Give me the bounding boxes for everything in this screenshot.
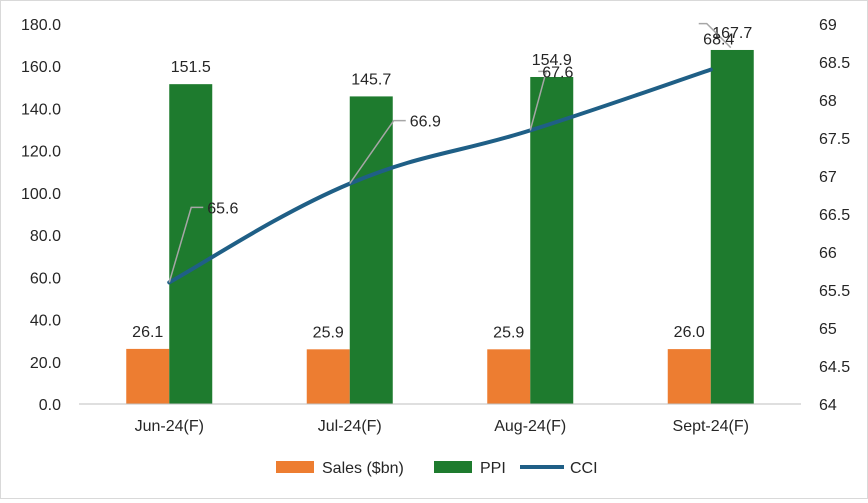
- leader-line: [168, 206, 204, 283]
- right-tick-label: 66: [819, 245, 837, 262]
- line-data-label: 66.9: [410, 114, 441, 131]
- line-series: [167, 67, 713, 285]
- line-data-label: 68.4: [703, 32, 734, 49]
- x-tick-label: Sept-24(F): [673, 418, 749, 435]
- right-tick-label: 68: [819, 93, 837, 110]
- bar-sales: [667, 349, 711, 404]
- x-axis: Jun-24(F) Jul-24(F) Aug-24(F) Sept-24(F): [79, 403, 801, 435]
- bar-data-label: 26.0: [674, 324, 705, 341]
- line-data-label: 67.6: [542, 64, 573, 81]
- bar-sales: [126, 348, 170, 404]
- line-data-label: 65.6: [207, 200, 238, 217]
- left-axis: 0.0 20.0 40.0 60.0 80.0 100.0 120.0 140.0 160.0 1…: [21, 17, 61, 414]
- left-tick-label: 40.0: [30, 313, 61, 330]
- legend-swatch: [434, 461, 472, 473]
- right-tick-label: 68.5: [819, 55, 850, 72]
- cci-line: [167, 67, 713, 285]
- bar-data-label: 167.7: [712, 25, 752, 42]
- bar-sales: [306, 349, 350, 404]
- legend-label: CCI: [570, 460, 598, 477]
- right-tick-label: 66.5: [819, 207, 850, 224]
- bar-data-label: 25.9: [493, 324, 524, 341]
- right-axis: 64 64.5 65 65.5 66 66.5 67 67.5 68 68.5 69: [819, 17, 850, 414]
- right-tick-label: 67.5: [819, 131, 850, 148]
- bar-ppi: [530, 76, 574, 404]
- x-tick-label: Jul-24(F): [318, 418, 382, 435]
- bar-data-label: 25.9: [313, 324, 344, 341]
- left-tick-label: 100.0: [21, 186, 61, 203]
- legend-swatch: [276, 461, 314, 473]
- left-tick-label: 120.0: [21, 144, 61, 161]
- bar-ppi: [169, 84, 213, 405]
- legend-item[interactable]: CCI: [520, 460, 598, 477]
- left-tick-label: 160.0: [21, 59, 61, 76]
- x-tick-label: Jun-24(F): [135, 418, 204, 435]
- left-tick-label: 60.0: [30, 270, 61, 287]
- bar-ppi: [349, 96, 393, 405]
- legend-label: PPI: [480, 460, 506, 477]
- right-tick-label: 69: [819, 17, 837, 34]
- left-tick-label: 80.0: [30, 228, 61, 245]
- bar-sales: [487, 349, 531, 404]
- right-tick-label: 65.5: [819, 283, 850, 300]
- bar-data-label: 151.5: [171, 59, 211, 76]
- right-tick-label: 64: [819, 397, 837, 414]
- leader-line: [698, 22, 732, 49]
- right-tick-label: 65: [819, 321, 837, 338]
- x-tick-label: Aug-24(F): [494, 418, 566, 435]
- bar-series: [126, 49, 754, 405]
- bar-data-label: 145.7: [351, 71, 391, 88]
- right-tick-label: 67: [819, 169, 837, 186]
- legend-label: Sales ($bn): [322, 460, 404, 477]
- left-tick-label: 140.0: [21, 101, 61, 118]
- legend[interactable]: Sales ($bn) PPI CCI: [276, 460, 598, 477]
- bar-data-label: 154.9: [532, 52, 572, 69]
- data-labels: 26.1 25.9 25.9 26.0 151.5 145.7 154.9 167.7 65.6…: [132, 22, 752, 341]
- bar-ppi: [710, 49, 754, 404]
- leader-line: [529, 70, 548, 131]
- left-tick-label: 180.0: [21, 17, 61, 34]
- bar-data-label: 26.1: [132, 324, 163, 341]
- left-tick-label: 20.0: [30, 355, 61, 372]
- left-tick-label: 0.0: [39, 397, 61, 414]
- right-tick-label: 64.5: [819, 359, 850, 376]
- leader-line: [349, 119, 406, 185]
- legend-item[interactable]: Sales ($bn): [276, 460, 404, 477]
- legend-item[interactable]: PPI: [434, 460, 506, 477]
